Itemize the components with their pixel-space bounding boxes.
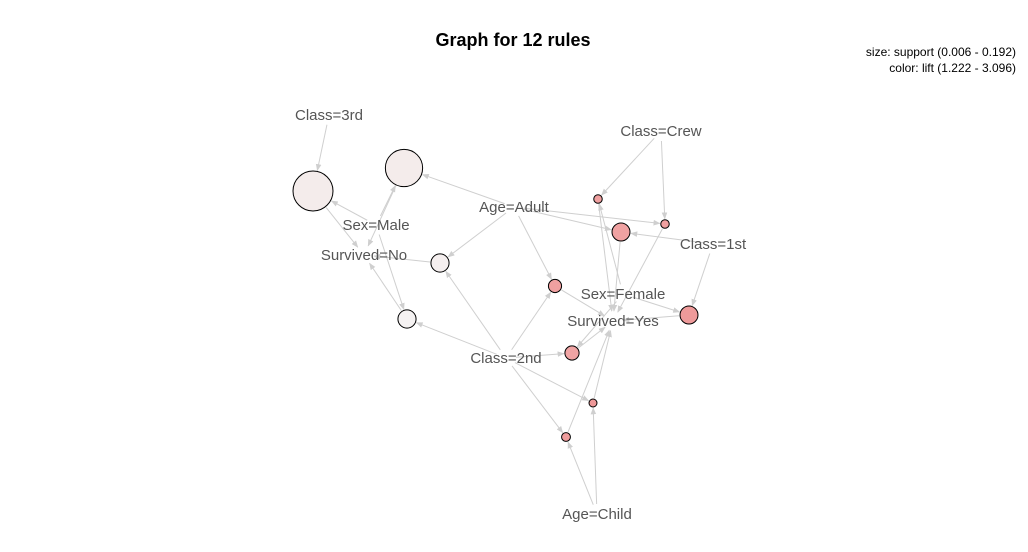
edge-agechild-to-r12 [567,441,594,505]
edge-ageadult-to-r3 [447,212,507,258]
edge-r10-to-survivedyes [578,326,606,349]
edge-class2nd-to-r4 [415,322,497,355]
edge-class2nd-to-r3 [445,270,501,351]
edge-r5-to-survivedyes [598,204,614,312]
item-label-sexfemale: Sex=Female [581,286,666,303]
edge-sexmale-to-r4 [378,234,405,311]
edge-classcrew-to-r7 [660,140,668,220]
edge-r7-to-survivedyes [617,228,663,313]
legend-size: size: support (0.006 - 0.192) [866,45,1016,59]
edge-r9-to-survivedyes [561,289,606,317]
edge-sexfemale-to-r10 [576,301,617,348]
labels-layer: Class=3rd Class=Crew Sex=Male Age=Adult Clas… [295,107,747,523]
edge-ageadult-to-r6 [523,208,612,232]
edge-r3-to-survivedno [373,253,431,263]
edges-layer [315,124,711,505]
edge-class2nd-to-r12 [511,365,564,434]
item-label-class2nd: Class=2nd [470,350,541,367]
edge-r2-to-survivedno [367,185,397,247]
edge-sexfemale-to-r8 [632,296,681,313]
rule-node-r12 [561,432,571,442]
edge-class2nd-to-r9 [511,291,552,351]
rule-node-r10 [564,345,580,361]
edge-sexmale-to-r1 [330,200,368,221]
rule-node-r5 [593,194,603,204]
legend-color: color: lift (1.222 - 3.096) [889,61,1016,75]
item-label-class1st: Class=1st [680,236,747,253]
rule-node-r1 [292,170,334,212]
edge-class3rd-to-r1 [315,124,328,172]
edge-sexmale-to-r2 [379,184,396,217]
edge-r8-to-survivedyes [622,315,680,323]
item-label-classcrew: Class=Crew [620,123,701,140]
edge-agechild-to-r11 [590,407,598,505]
rule-node-r8 [679,305,699,325]
edge-ageadult-to-r7 [523,207,661,226]
rule-node-r7 [660,219,670,229]
edge-class1st-to-r6 [630,231,704,244]
edge-ageadult-to-r2 [421,174,505,205]
item-label-class3rd: Class=3rd [295,107,363,124]
rules-layer [292,148,699,442]
edge-class2nd-to-r11 [514,362,590,402]
edge-r4-to-survivedno [369,262,402,311]
rule-node-r2 [384,148,424,188]
edge-r1-to-survivedno [325,207,359,248]
edge-ageadult-to-r9 [518,215,552,280]
rule-node-r11 [588,398,598,408]
rule-node-r4 [397,309,417,329]
rule-node-r3 [430,253,450,273]
item-label-survivedyes: Survived=Yes [567,313,659,330]
edge-class2nd-to-r10 [515,351,565,358]
item-label-agechild: Age=Child [562,506,632,523]
edge-r12-to-survivedyes [567,329,610,433]
edge-r11-to-survivedyes [593,330,612,399]
rule-node-r9 [547,278,563,294]
item-label-survivedno: Survived=No [321,247,407,264]
rule-node-r6 [611,222,631,242]
item-label-ageadult: Age=Adult [479,199,549,216]
item-label-sexmale: Sex=Male [342,217,409,234]
edge-r6-to-survivedyes [611,241,621,312]
graph-title: Graph for 12 rules [435,30,590,50]
edge-class1st-to-r8 [691,253,711,307]
edge-classcrew-to-r5 [601,137,655,196]
